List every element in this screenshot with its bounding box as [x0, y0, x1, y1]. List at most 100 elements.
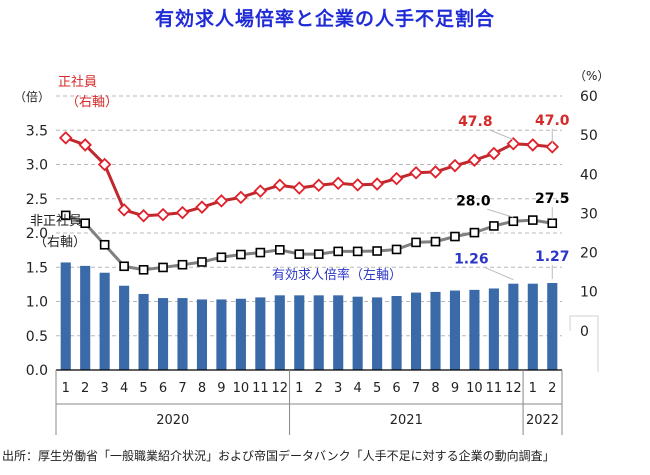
- left-tick-label: 2.0: [26, 226, 48, 242]
- bar: [157, 298, 169, 370]
- hiseishain-axis-note: （右軸）: [34, 235, 86, 250]
- seishain-point: [487, 146, 501, 161]
- seishain-point: [409, 165, 423, 180]
- bar: [430, 291, 441, 370]
- bar: [177, 298, 188, 370]
- bar: [547, 283, 558, 370]
- hiseishain-point: [294, 249, 305, 259]
- month-label: 10: [466, 381, 483, 396]
- right-axis-bracket: [569, 315, 599, 372]
- month-label: 11: [252, 381, 269, 396]
- hiseishain-point: [313, 249, 324, 259]
- seishain-point: [331, 176, 345, 191]
- source-note: 出所：厚生労働省「一般職業紹介状況」および帝国データバンク「人手不足に対する企業…: [2, 449, 555, 463]
- bar: [274, 295, 285, 370]
- bar: [508, 283, 519, 370]
- month-label: 3: [101, 381, 109, 396]
- hiseishain-point: [391, 244, 402, 255]
- month-label: 8: [431, 381, 439, 396]
- month-label: 6: [392, 381, 400, 396]
- right-tick-label: 60: [580, 89, 598, 105]
- right-tick-label: 50: [580, 128, 598, 144]
- bar: [216, 299, 227, 370]
- hiseishain-point: [80, 218, 90, 229]
- bar: [235, 298, 246, 370]
- bar-series-name: 有効求人倍率（左軸）: [272, 267, 402, 283]
- hiseishain-point: [352, 246, 363, 257]
- hiseishain-point: [138, 264, 149, 275]
- seishain-point: [292, 181, 307, 195]
- month-label: 5: [139, 381, 147, 396]
- seishain-point: [448, 158, 462, 173]
- seishain-point: [311, 178, 326, 193]
- month-label: 1: [62, 381, 70, 396]
- leader-line: [485, 267, 514, 281]
- bar: [255, 297, 266, 370]
- bar: [469, 289, 480, 370]
- chart-area: 0.0 0.5 1.0 1.5 2.0 2.5 3.0 3.5 （倍） 0 10 20 30 40 50 60…: [14, 69, 609, 435]
- right-axis-unit: （%）: [574, 69, 609, 83]
- bar-series: [60, 262, 558, 370]
- leader-line: [487, 208, 514, 218]
- left-tick-label: 3.5: [26, 123, 48, 139]
- bar: [333, 295, 344, 370]
- seishain-point: [428, 165, 443, 179]
- right-tick-label: 10: [580, 285, 598, 301]
- hiseishain-point: [547, 218, 558, 229]
- hiseishain-point: [60, 210, 71, 221]
- hiseishain-name: 非正社員: [30, 213, 82, 229]
- month-label: 1: [295, 381, 303, 396]
- seishain-point: [545, 140, 560, 154]
- seishain-point: [350, 178, 365, 192]
- month-label: 9: [451, 381, 459, 396]
- seishain-point: [214, 194, 229, 208]
- hiseishain-point: [177, 259, 188, 270]
- left-axis-unit: （倍）: [14, 89, 50, 104]
- line-series: [58, 131, 560, 275]
- bar: [352, 296, 363, 370]
- month-label: 7: [412, 381, 420, 396]
- bar: [119, 285, 130, 370]
- right-tick-label: 40: [580, 167, 598, 183]
- hiseishain-point: [469, 227, 480, 238]
- month-label: 4: [354, 381, 362, 396]
- axes: 0.0 0.5 1.0 1.5 2.0 2.5 3.0 3.5 （倍） 0 10 20 30 40 50 60…: [14, 69, 609, 435]
- data-label: 1.27: [535, 249, 570, 265]
- bar: [449, 290, 461, 370]
- month-label: 4: [120, 381, 128, 396]
- hiseishain-point: [372, 246, 382, 256]
- gridlines: [56, 95, 562, 337]
- bar: [488, 288, 499, 370]
- month-label: 8: [198, 381, 206, 396]
- left-tick-label: 2.5: [26, 192, 48, 208]
- month-label: 7: [178, 381, 186, 396]
- month-label: 6: [159, 381, 167, 396]
- left-tick-label: 1.5: [26, 260, 48, 276]
- seishain-point: [117, 203, 131, 217]
- seishain-point: [234, 190, 248, 205]
- labels: 正社員 （右軸） 非正社員 （右軸） 有効求人倍率（左軸） 47.8 47.0 28.0 27.…: [30, 74, 570, 283]
- bar: [196, 299, 208, 370]
- hiseishain-point: [430, 236, 441, 247]
- bar: [372, 297, 383, 370]
- seishain-point: [370, 177, 384, 191]
- bar: [313, 295, 324, 370]
- hiseishain-point: [450, 231, 460, 242]
- month-label: 12: [272, 381, 289, 396]
- month-label: 5: [373, 381, 381, 396]
- seishain-axis-note: （右軸）: [66, 95, 118, 110]
- hiseishain-point: [489, 221, 499, 231]
- seishain-point: [58, 131, 73, 145]
- data-label: 28.0: [456, 193, 491, 209]
- hiseishain-point: [275, 245, 285, 255]
- bar: [60, 262, 71, 370]
- seishain-point: [78, 138, 92, 152]
- seishain-point: [273, 178, 287, 193]
- hiseishain-point: [508, 216, 519, 227]
- hiseishain-point: [411, 237, 421, 248]
- bar: [80, 265, 91, 370]
- month-label: 2: [315, 381, 323, 396]
- data-label: 47.8: [458, 114, 493, 130]
- year-label: 2020: [156, 413, 189, 428]
- hiseishain-point: [333, 246, 343, 257]
